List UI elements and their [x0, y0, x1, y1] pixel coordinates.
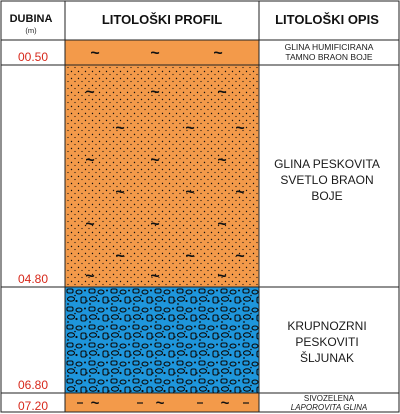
clay-tilde-symbol: ~ — [85, 268, 94, 285]
clay-tilde-symbol: ~ — [150, 45, 159, 62]
clay-tilde-symbol: ~ — [150, 216, 159, 233]
description-2-line-1: GLINA PESKOVITA — [274, 157, 380, 171]
clay-tilde-symbol: ~ — [85, 84, 94, 101]
description-1: GLINA HUMIFICIRANA TAMNO BRAON BOJE — [285, 42, 374, 62]
description-3-line-2: PESKOVITI — [295, 335, 358, 349]
description-3-line-3: ŠLJUNAK — [300, 350, 354, 365]
description-header: LITOLOŠKI OPIS — [275, 12, 379, 27]
description-4-line-1: SIVOZELENA — [304, 394, 355, 403]
depth-label-2: 04.80 — [18, 272, 48, 286]
description-1-line-2: TAMNO BRAON BOJE — [285, 52, 373, 62]
description-1-line-1: GLINA HUMIFICIRANA — [285, 42, 374, 52]
clay-tilde-symbol: ~ — [235, 120, 244, 137]
layer-4-fill — [65, 393, 259, 412]
profile-header: LITOLOŠKI PROFIL — [102, 12, 222, 27]
clay-tilde-symbol: ~ — [235, 248, 244, 265]
clay-tilde-symbol: ~ — [150, 84, 159, 101]
clay-tilde-symbol: ~ — [85, 216, 94, 233]
clay-tilde-symbol: ~ — [217, 268, 226, 285]
clay-tilde-symbol: ~ — [91, 395, 100, 412]
description-2: GLINA PESKOVITA SVETLO BRAON BOJE — [274, 157, 380, 203]
clay-tilde-symbol: ~ — [235, 184, 244, 201]
clay-tilde-symbol: ~ — [185, 120, 194, 137]
clay-tilde-symbol: ~ — [217, 84, 226, 101]
description-4-line-2: LAPOROVITA GLINA — [291, 403, 367, 412]
description-2-line-2: SVETLO BRAON — [280, 173, 373, 187]
depth-label-4: 07.20 — [18, 399, 48, 413]
layer-1-fill — [65, 40, 259, 65]
depth-label-3: 06.80 — [18, 378, 48, 392]
clay-tilde-symbol: ~ — [150, 152, 159, 169]
description-4: SIVOZELENA LAPOROVITA GLINA — [291, 394, 367, 412]
clay-tilde-symbol: ~ — [115, 120, 124, 137]
clay-tilde-symbol: ~ — [115, 248, 124, 265]
depth-unit: (m) — [25, 26, 37, 35]
clay-tilde-symbol: ~ — [217, 152, 226, 169]
description-2-line-3: BOJE — [311, 189, 342, 203]
description-3: KRUPNOZRNI PESKOVITI ŠLJUNAK — [287, 319, 366, 365]
clay-tilde-symbol: ~ — [221, 395, 230, 412]
clay-tilde-symbol: ~ — [150, 268, 159, 285]
clay-tilde-symbol: ~ — [115, 184, 124, 201]
description-3-line-1: KRUPNOZRNI — [287, 319, 366, 333]
clay-tilde-symbol: ~ — [217, 216, 226, 233]
clay-tilde-symbol: ~ — [85, 152, 94, 169]
layer-2-fill — [65, 65, 259, 287]
clay-tilde-symbol: ~ — [185, 184, 194, 201]
clay-tilde-symbol: ~ — [156, 395, 165, 412]
clay-tilde-symbol: ~ — [185, 248, 194, 265]
clay-symbols: ~ ~ ~ ~ ~ ~ ~ ~ ~ ~ ~ ~ ~ ~ ~ ~ ~ ~ ~ ~ ~ ~ ~ ~ ~ ~ ~ — [77, 45, 249, 412]
clay-tilde-symbol: ~ — [213, 45, 222, 62]
clay-tilde-symbol: ~ — [90, 45, 99, 62]
layer-3-fill — [65, 287, 259, 393]
depth-label-1: 00.50 — [18, 50, 48, 64]
depth-header: DUBINA — [10, 13, 53, 25]
